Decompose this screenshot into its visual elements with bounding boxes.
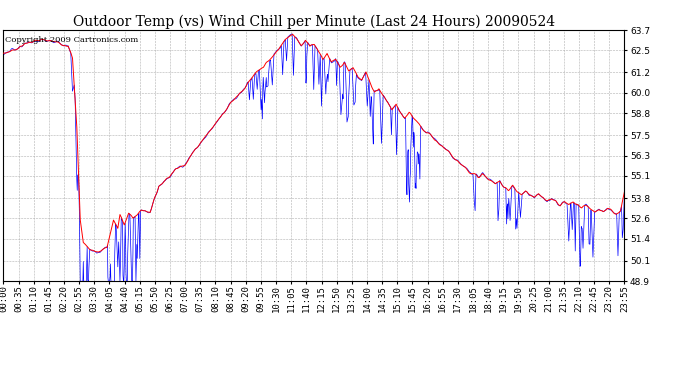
Title: Outdoor Temp (vs) Wind Chill per Minute (Last 24 Hours) 20090524: Outdoor Temp (vs) Wind Chill per Minute … <box>73 15 555 29</box>
Text: Copyright 2009 Cartronics.com: Copyright 2009 Cartronics.com <box>6 36 139 44</box>
